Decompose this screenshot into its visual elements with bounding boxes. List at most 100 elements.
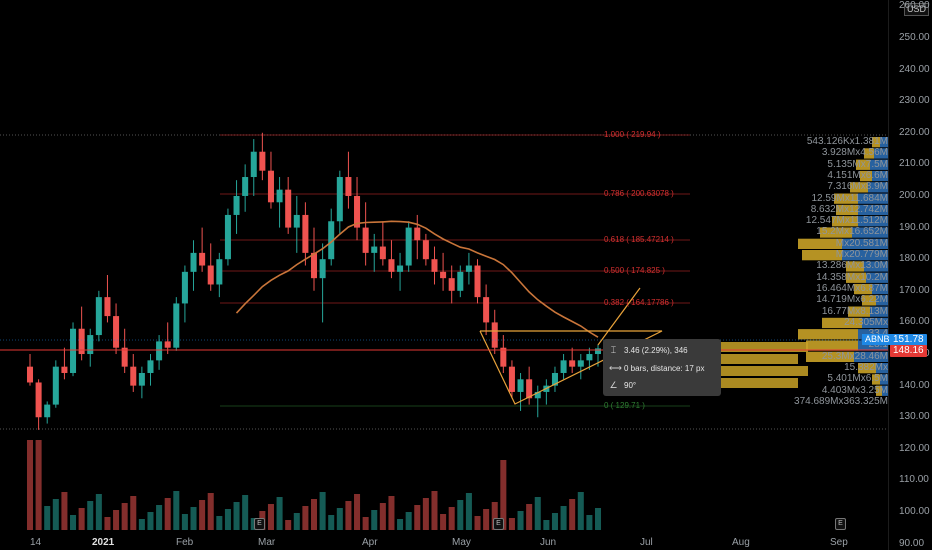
volume-bar — [336, 508, 343, 530]
moving-average-line — [235, 220, 599, 338]
candle-body — [474, 265, 481, 298]
volume-profile-up — [798, 329, 858, 340]
candle-body — [483, 297, 490, 323]
volume-bar — [224, 509, 231, 530]
volume-bar — [319, 492, 326, 530]
volume-bar — [483, 509, 490, 530]
date-tick: Sep — [830, 537, 848, 548]
volume-bar — [551, 513, 558, 530]
volume-profile-down — [862, 317, 888, 329]
price-tick: 160.00 — [899, 316, 930, 328]
volume-profile-up — [688, 378, 798, 388]
candle-body — [293, 214, 300, 228]
volume-profile-label: 374.689Mx363.325M — [794, 395, 888, 407]
price-tick: 170.00 — [899, 284, 930, 296]
volume-profile-label: 5.401Mx6.5M — [827, 373, 888, 385]
price-axis[interactable]: USD 260.00 250.00 240.00 230.00 220.00 210.00… — [888, 0, 932, 550]
price-chart[interactable] — [0, 0, 888, 550]
candle-body — [397, 265, 404, 272]
candle-body — [569, 360, 576, 367]
candle-body — [207, 265, 214, 285]
volume-profile-up — [836, 204, 858, 216]
volume-profile-label: 14.358Mx10.2M — [816, 271, 888, 283]
earnings-badge-feb[interactable]: E — [254, 518, 265, 530]
candle-body — [130, 366, 137, 386]
volume-profile-label: 15.2Mx16.652M — [816, 226, 888, 238]
volume-profile-up — [864, 148, 874, 159]
volume-profile-up — [798, 238, 842, 249]
volume-profile-down — [858, 216, 888, 227]
candle-body — [577, 360, 584, 367]
volume-bar — [508, 518, 515, 530]
volume-bar — [78, 508, 85, 530]
candle-body — [233, 195, 240, 215]
volume-bar — [147, 512, 154, 530]
price-tick: 140.00 — [899, 379, 930, 391]
candle-body — [242, 177, 249, 196]
volume-profile-down — [880, 374, 888, 385]
volume-profile-down — [882, 385, 888, 396]
volume-bar — [405, 512, 412, 530]
volume-bar — [164, 498, 171, 530]
volume-bar — [422, 498, 429, 530]
volume-profile-label: 4.151Mx6.6M — [827, 169, 888, 181]
candle-body — [44, 404, 51, 418]
price-tick: 220.00 — [899, 126, 930, 138]
volume-bar — [388, 496, 395, 530]
candle-body — [78, 328, 85, 355]
volume-bar — [328, 515, 335, 530]
tooltip-price-range: 3.46 (2.29%), 346 — [624, 346, 688, 355]
earnings-badge-aug[interactable]: E — [835, 518, 846, 530]
volume-profile-up — [832, 216, 858, 227]
volume-profile-up — [876, 385, 882, 396]
volume-bar — [156, 505, 163, 530]
volume-profile-up — [862, 295, 876, 306]
candle-body — [336, 177, 343, 222]
candle-body — [95, 297, 102, 336]
volume-bar — [526, 504, 533, 530]
volume-bar — [216, 516, 223, 530]
volume-profile-label: 25.3Mx28.46M — [821, 350, 888, 362]
candle-body — [551, 372, 558, 386]
earnings-badge-may[interactable]: E — [493, 518, 504, 530]
candle-body — [276, 189, 283, 203]
fib-level-label: 0.786 ( 200.63078 ) — [604, 189, 674, 198]
price-tick: 240.00 — [899, 63, 930, 75]
volume-profile-down — [872, 283, 888, 295]
price-tick: 90.00 — [899, 537, 925, 549]
volume-bar — [181, 514, 188, 530]
currency-label[interactable]: USD — [903, 3, 929, 16]
symbol-price-tag: ABNB — [862, 334, 893, 345]
volume-profile-up — [858, 363, 876, 374]
volume-bar — [276, 497, 283, 530]
candle-body — [388, 259, 395, 272]
candle-body — [52, 366, 59, 405]
date-tick: Jul — [640, 537, 653, 548]
volume-profile-label: Mx20.581M — [835, 237, 888, 249]
volume-profile-down — [870, 159, 888, 170]
volume-profile-up — [854, 283, 872, 295]
volume-profile-up — [802, 250, 842, 261]
volume-bar — [52, 499, 59, 530]
price-tick: 210.00 — [899, 158, 930, 170]
candle-body — [216, 259, 223, 285]
tooltip-bars-distance: 0 bars, distance: 17 px — [624, 364, 705, 373]
tooltip-angle: 90° — [624, 381, 637, 390]
date-tick: Jun — [540, 537, 557, 548]
date-tick: 2021 — [92, 537, 115, 548]
candle-body — [500, 347, 507, 367]
candle-body — [121, 347, 128, 367]
volume-bar — [577, 492, 584, 530]
volume-profile-up — [806, 340, 858, 351]
volume-profile-label: 7.316Mx8.9M — [827, 181, 888, 193]
volume-profile-up — [860, 170, 872, 182]
volume-bar — [586, 515, 593, 530]
candle-body — [250, 151, 257, 178]
volume-profile-label: 14.719Mx6.22M — [816, 294, 888, 306]
volume-profile-down — [842, 250, 888, 261]
volume-profile-up — [718, 366, 808, 376]
volume-profile-up — [872, 374, 880, 385]
volume-bar — [594, 508, 602, 530]
price-tick: 130.00 — [899, 411, 930, 423]
volume-bar — [371, 510, 378, 530]
